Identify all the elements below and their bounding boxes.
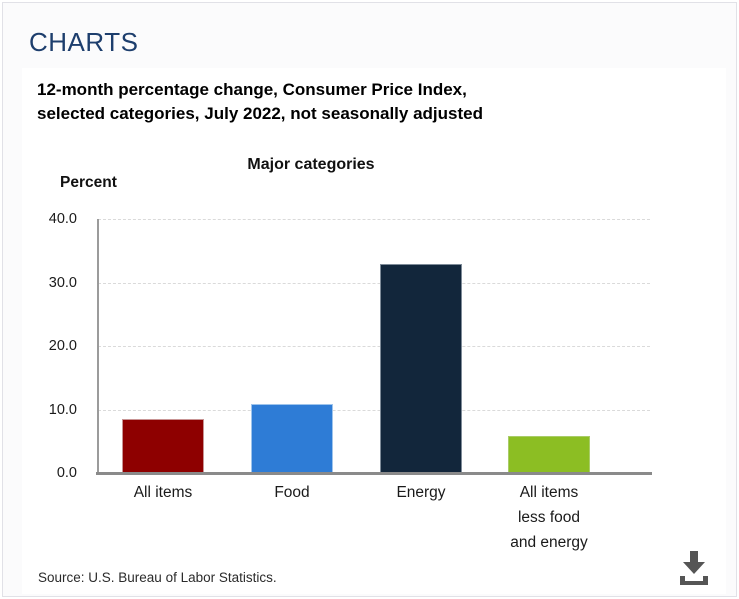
download-button[interactable] xyxy=(672,545,718,591)
page-title: CHARTS xyxy=(29,27,139,57)
gridline-30.0 xyxy=(98,282,650,284)
plot-area: 40.0 30.0 20.0 10.0 0.0 All items Food Energy Al… xyxy=(22,68,726,594)
x-category-label: All items xyxy=(133,484,193,501)
y-tick-label: 30.0 xyxy=(48,274,77,291)
chart-title-line2: selected categories, July 2022, not seas… xyxy=(37,104,483,123)
gridline-40.0 xyxy=(98,219,650,220)
x-category-label: Food xyxy=(274,484,310,501)
chart-title: 12-month percentage change, Consumer Pri… xyxy=(37,78,483,126)
gridline-10.0 xyxy=(98,409,650,411)
bar-energy[interactable] xyxy=(380,264,462,473)
source-text: Source: U.S. Bureau of Labor Statistics. xyxy=(38,570,277,585)
y-tick-label: 40.0 xyxy=(48,211,77,227)
x-axis-line xyxy=(96,472,652,475)
chart-subtitle: Major categories xyxy=(247,156,375,173)
download-icon xyxy=(680,551,708,585)
bar-all-items-less-food-and-energy[interactable] xyxy=(508,435,590,473)
x-category-label: Energy xyxy=(396,484,446,501)
y-axis-line xyxy=(97,219,99,473)
y-tick-label: 20.0 xyxy=(48,338,77,354)
chart-title-line1: 12-month percentage change, Consumer Pri… xyxy=(37,80,467,99)
y-tick-label: 10.0 xyxy=(48,401,77,418)
x-category-label: All items less food and energy xyxy=(510,484,588,551)
gridline-20.0 xyxy=(98,346,650,347)
bar-food[interactable] xyxy=(251,403,333,473)
y-axis-label: Percent xyxy=(60,174,117,191)
chart-card: 12-month percentage change, Consumer Pri… xyxy=(22,68,726,594)
y-tick-label: 0.0 xyxy=(56,465,77,481)
bar-all-items[interactable] xyxy=(122,419,204,473)
